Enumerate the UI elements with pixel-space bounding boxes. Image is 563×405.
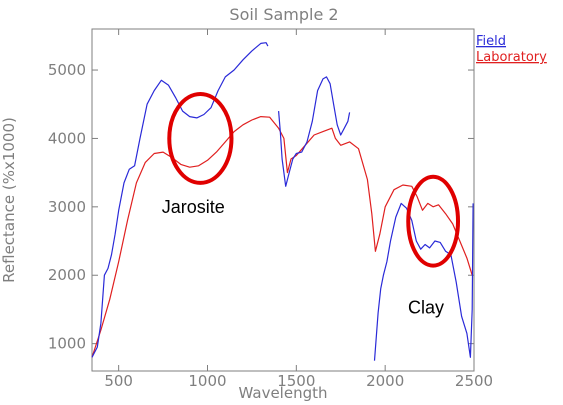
y-axis: 1000 2000 3000 4000 5000	[48, 61, 474, 353]
y-axis-title: Reflectance (%x1000)	[0, 117, 18, 283]
annotation-label-clay: Clay	[408, 297, 444, 317]
y-tick-label: 5000	[48, 61, 86, 79]
annotation-layer: Jarosite Clay	[162, 91, 461, 317]
series-layer	[91, 42, 474, 361]
y-tick-label: 3000	[48, 198, 86, 216]
series-line-field	[373, 202, 474, 361]
series-line-laboratory	[91, 116, 473, 358]
x-tick-label: 1500	[277, 372, 315, 390]
plot-frame	[91, 28, 475, 372]
legend-entry-laboratory: Laboratory	[476, 50, 547, 65]
highlight-ellipse-clay	[406, 174, 461, 268]
series-line-field	[278, 76, 351, 187]
annotation-label-jarosite: Jarosite	[162, 197, 225, 217]
highlight-ellipse-jarosite	[167, 91, 234, 185]
x-tick-label: 1000	[188, 372, 226, 390]
y-tick-label: 4000	[48, 129, 86, 147]
legend-entry-field: Field	[476, 34, 506, 49]
x-axis-title: Wavelength	[239, 384, 328, 402]
y-tick-label: 2000	[48, 266, 86, 284]
x-axis: 500 1000 1500 2000 2500	[104, 29, 493, 390]
series-line-field	[91, 42, 269, 358]
chart-title: Soil Sample 2	[229, 5, 338, 24]
x-tick-label: 2000	[366, 372, 404, 390]
x-tick-label: 500	[104, 372, 133, 390]
x-tick-label: 2500	[455, 372, 493, 390]
y-tick-label: 1000	[48, 335, 86, 353]
